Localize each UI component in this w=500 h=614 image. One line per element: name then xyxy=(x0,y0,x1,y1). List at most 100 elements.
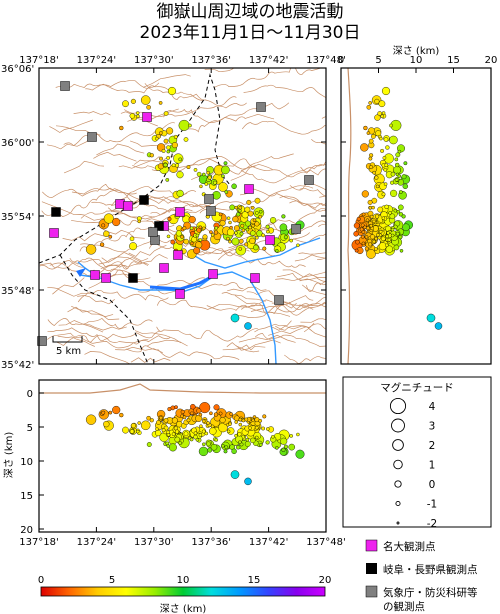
nagoya-station-swatch xyxy=(365,539,378,552)
depth-colorbar: 0 5 10 15 20 深さ (km) xyxy=(38,575,332,614)
hypocenter-depth xyxy=(385,145,390,150)
hypocenter-map xyxy=(244,322,252,330)
station-marker xyxy=(49,228,59,238)
hypocenter-map xyxy=(178,157,183,162)
hypocenter-section xyxy=(186,418,191,423)
hypocenter-map xyxy=(221,174,225,178)
hypocenter-map xyxy=(101,223,106,228)
hypocenter-map xyxy=(166,145,171,150)
hypocenter-map xyxy=(226,236,230,241)
station-marker xyxy=(128,273,138,283)
hypocenter-depth xyxy=(383,168,388,172)
hypocenter-depth xyxy=(399,249,404,253)
hypocenter-map xyxy=(258,209,263,214)
hypocenter-depth xyxy=(353,222,360,229)
hypocenter-map xyxy=(193,247,201,255)
hypocenter-map xyxy=(212,180,217,185)
hypocenter-depth xyxy=(370,234,376,240)
hypocenter-map xyxy=(122,100,129,108)
hypocenter-depth xyxy=(366,131,371,135)
hypocenter-depth xyxy=(364,235,369,239)
hypocenter-section xyxy=(241,418,246,423)
magnitude-value: 2 xyxy=(429,440,436,452)
hypocenter-map xyxy=(251,223,255,228)
hypocenter-depth xyxy=(401,214,406,219)
station-marker xyxy=(208,269,218,279)
hypocenter-map xyxy=(158,101,163,105)
hypocenter-depth xyxy=(384,204,389,209)
hypocenter-section xyxy=(252,415,257,419)
hypocenter-depth xyxy=(378,100,386,108)
hypocenter-section xyxy=(254,425,259,430)
hypocenter-section xyxy=(129,429,135,434)
hypocenter-section xyxy=(135,429,140,434)
jma-nied-station-label-2: の観測点 xyxy=(383,600,425,613)
magnitude-symbol xyxy=(389,397,407,415)
section-depth-tick-label: 5 xyxy=(27,423,33,434)
hypocenter-section xyxy=(283,444,288,449)
hypocenter-depth xyxy=(379,136,383,141)
hypocenter-map xyxy=(238,238,244,244)
hypocenter-map xyxy=(244,242,249,247)
hypocenter-section xyxy=(255,435,259,440)
hypocenter-depth xyxy=(395,152,401,158)
magnitude-symbol xyxy=(396,521,400,525)
map-panel: 5 km 137°18' 137°24' 137°30' 137°36' 137°42'… xyxy=(1,55,346,371)
hypocenter-section xyxy=(198,446,209,457)
map-lon-tick-label: 137°48' xyxy=(306,55,346,66)
hypocenter-depth xyxy=(426,313,436,323)
hypocenter-section xyxy=(171,432,176,436)
hypocenter-depth xyxy=(372,170,376,175)
hypocenter-section xyxy=(218,411,223,416)
map-lat-tick-label: 35°48' xyxy=(1,286,34,297)
hypocenter-map xyxy=(258,214,263,219)
hypocenter-depth xyxy=(387,238,392,242)
station-marker xyxy=(90,270,100,280)
hypocenter-map xyxy=(166,149,171,154)
hypocenter-section xyxy=(201,419,206,424)
section-depth-tick-label: 15 xyxy=(20,491,33,502)
hypocenter-section xyxy=(219,417,226,424)
hypocenter-depth xyxy=(434,322,443,330)
hypocenter-depth xyxy=(390,180,395,185)
hypocenter-map xyxy=(236,212,241,217)
hypocenter-depth xyxy=(390,189,398,197)
hypocenter-depth xyxy=(370,133,376,139)
hypocenter-map xyxy=(176,189,184,197)
depth-tick-label: 0 xyxy=(338,55,344,66)
hypocenter-map xyxy=(167,86,177,96)
hypocenter-map xyxy=(159,156,163,161)
station-marker xyxy=(244,184,254,194)
colorbar-tick-label: 10 xyxy=(177,575,190,586)
hypocenter-section xyxy=(214,438,219,442)
hypocenter-map xyxy=(155,136,159,141)
hypocenter-depth xyxy=(397,204,404,211)
section-depth-tick-label: 0 xyxy=(27,389,33,400)
hypocenter-depth xyxy=(365,218,370,222)
hypocenter-section xyxy=(281,447,286,452)
hypocenter-section xyxy=(248,426,252,430)
hypocenter-section xyxy=(198,433,203,437)
hypocenter-section xyxy=(261,426,266,431)
hypocenter-map xyxy=(226,228,235,237)
station-marker xyxy=(87,132,97,142)
hypocenter-map xyxy=(240,223,245,228)
hypocenter-depth xyxy=(395,231,400,236)
hypocenter-depth xyxy=(369,153,374,158)
station-marker xyxy=(274,295,284,305)
magnitude-symbol xyxy=(394,480,402,488)
hypocenter-section xyxy=(204,431,209,436)
hypocenter-section xyxy=(244,477,252,486)
hypocenter-section xyxy=(238,440,242,444)
jma-nied-station-swatch xyxy=(365,585,378,598)
hypocenter-map xyxy=(248,225,252,230)
station-legend: 名大観測点 岐阜・長野県観測点 気象庁・防災科研等 の観測点 xyxy=(365,539,478,613)
depth-tick-label: 20 xyxy=(485,55,498,66)
section-depth-label: 深さ (km) xyxy=(3,432,15,479)
hypocenter-depth xyxy=(374,98,380,104)
hypocenter-map xyxy=(112,217,121,227)
section-lon-tick-label: 137°18' xyxy=(19,537,59,548)
hypocenter-map xyxy=(218,182,228,192)
hypocenter-map xyxy=(188,123,192,128)
